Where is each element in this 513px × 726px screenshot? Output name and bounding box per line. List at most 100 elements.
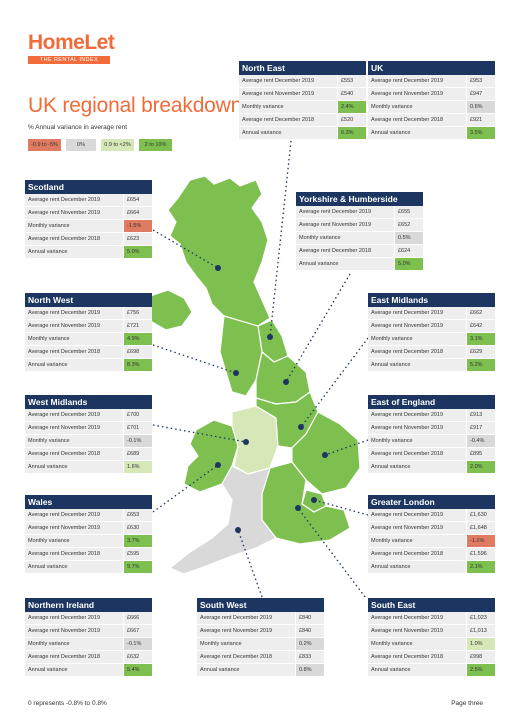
row-value: 2.5% bbox=[467, 664, 495, 676]
row-value: 0.8% bbox=[296, 664, 324, 676]
row-value: £662 bbox=[467, 307, 495, 319]
row-value: £540 bbox=[338, 88, 366, 100]
region-row-nov2019: Average rent November 2019 £630 bbox=[25, 522, 152, 535]
region-header: South East bbox=[368, 598, 495, 612]
row-label: Average rent December 2019 bbox=[25, 409, 123, 421]
row-label: Average rent November 2019 bbox=[25, 625, 123, 637]
row-value: 5.4% bbox=[124, 664, 152, 676]
region-header: East of England bbox=[368, 395, 495, 409]
row-label: Average rent December 2019 bbox=[296, 206, 394, 218]
row-value: £652 bbox=[395, 219, 423, 231]
row-value: £630 bbox=[124, 522, 152, 534]
region-row-monthly: Monthly variance 0.5% bbox=[296, 232, 423, 245]
region-row-annual: Annual variance 5.2% bbox=[368, 359, 495, 372]
row-label: Average rent November 2019 bbox=[368, 88, 466, 100]
map-region-west-midlands bbox=[231, 405, 279, 475]
region-row-dec2018: Average rent December 2018 £921 bbox=[368, 114, 495, 127]
row-value: £700 bbox=[124, 409, 152, 421]
region-row-monthly: Monthly variance -0.4% bbox=[368, 435, 495, 448]
region-north-west: North West Average rent December 2019 £756… bbox=[25, 293, 152, 372]
region-row-annual: Annual variance 2.1% bbox=[368, 561, 495, 574]
row-label: Average rent December 2019 bbox=[239, 75, 337, 87]
region-row-dec2018: Average rent December 2018 £623 bbox=[25, 233, 152, 246]
region-row-dec2018: Average rent December 2018 £698 bbox=[25, 346, 152, 359]
region-row-annual: Annual variance 5.0% bbox=[25, 246, 152, 259]
logo-home: Home bbox=[28, 31, 85, 54]
row-label: Monthly variance bbox=[25, 535, 123, 547]
row-value: 2.1% bbox=[467, 561, 495, 573]
row-label: Annual variance bbox=[25, 561, 123, 573]
row-value: £632 bbox=[124, 651, 152, 663]
page-number: Page three bbox=[451, 700, 483, 707]
row-label: Annual variance bbox=[25, 461, 123, 473]
row-value: 0.2% bbox=[296, 638, 324, 650]
row-label: Average rent December 2019 bbox=[25, 509, 123, 521]
row-value: £553 bbox=[338, 75, 366, 87]
row-value: £689 bbox=[124, 448, 152, 460]
region-greater-london: Greater London Average rent December 2019… bbox=[368, 495, 495, 574]
region-row-monthly: Monthly variance -1.5% bbox=[25, 220, 152, 233]
homelet-logo: HomeLet THE RENTAL INDEX bbox=[28, 31, 115, 64]
region-row-dec2018: Average rent December 2018 £629 bbox=[368, 346, 495, 359]
row-label: Average rent November 2019 bbox=[368, 320, 466, 332]
region-row-dec2019: Average rent December 2019 £653 bbox=[25, 509, 152, 522]
row-label: Average rent November 2019 bbox=[25, 522, 123, 534]
row-label: Annual variance bbox=[25, 246, 123, 258]
row-value: £595 bbox=[124, 548, 152, 560]
row-label: Average rent November 2019 bbox=[368, 625, 466, 637]
region-header: North East bbox=[239, 61, 366, 75]
row-value: 4.9% bbox=[124, 333, 152, 345]
legend-zero: 0% bbox=[66, 139, 96, 151]
row-label: Monthly variance bbox=[368, 535, 466, 547]
row-label: Monthly variance bbox=[197, 638, 295, 650]
region-row-dec2019: Average rent December 2019 £1,023 bbox=[368, 612, 495, 625]
row-label: Average rent December 2018 bbox=[368, 448, 466, 460]
region-row-dec2019: Average rent December 2019 £655 bbox=[296, 206, 423, 219]
region-row-monthly: Monthly variance 4.9% bbox=[25, 333, 152, 346]
region-header: Greater London bbox=[368, 495, 495, 509]
region-east-england: East of England Average rent December 201… bbox=[368, 395, 495, 474]
row-value: 8.3% bbox=[124, 359, 152, 371]
region-row-dec2019: Average rent December 2019 £700 bbox=[25, 409, 152, 422]
row-value: £1,596 bbox=[467, 548, 495, 560]
row-value: 2.0% bbox=[467, 461, 495, 473]
row-value: £623 bbox=[124, 233, 152, 245]
row-label: Average rent December 2018 bbox=[25, 346, 123, 358]
region-row-annual: Annual variance 9.7% bbox=[25, 561, 152, 574]
row-value: £895 bbox=[467, 448, 495, 460]
row-value: -1.1% bbox=[467, 535, 495, 547]
row-value: £629 bbox=[467, 346, 495, 358]
row-value: 1.0% bbox=[467, 638, 495, 650]
region-row-dec2019: Average rent December 2019 £840 bbox=[197, 612, 324, 625]
row-value: £998 bbox=[467, 651, 495, 663]
map-region-south-west bbox=[168, 465, 277, 575]
region-south-west: South West Average rent December 2019 £840… bbox=[197, 598, 324, 677]
row-label: Monthly variance bbox=[296, 232, 394, 244]
row-label: Average rent November 2019 bbox=[197, 625, 295, 637]
region-row-dec2019: Average rent December 2019 £756 bbox=[25, 307, 152, 320]
region-row-monthly: Monthly variance 3.7% bbox=[25, 535, 152, 548]
row-value: £721 bbox=[124, 320, 152, 332]
map-region-yorkshire bbox=[255, 350, 311, 405]
row-label: Average rent December 2018 bbox=[368, 548, 466, 560]
row-label: Average rent December 2018 bbox=[296, 245, 394, 257]
row-label: Average rent November 2019 bbox=[296, 219, 394, 231]
row-label: Annual variance bbox=[25, 359, 123, 371]
region-row-dec2018: Average rent December 2018 £1,596 bbox=[368, 548, 495, 561]
row-label: Average rent November 2019 bbox=[368, 422, 466, 434]
row-value: £1,630 bbox=[467, 509, 495, 521]
row-value: £921 bbox=[467, 114, 495, 126]
row-label: Monthly variance bbox=[368, 101, 466, 113]
row-value: £947 bbox=[467, 88, 495, 100]
row-value: £953 bbox=[467, 75, 495, 87]
region-row-monthly: Monthly variance 2.4% bbox=[239, 101, 366, 114]
region-south-east: South East Average rent December 2019 £1,0… bbox=[368, 598, 495, 677]
row-label: Average rent November 2019 bbox=[239, 88, 337, 100]
row-value: £701 bbox=[124, 422, 152, 434]
row-label: Annual variance bbox=[368, 561, 466, 573]
row-value: 3.1% bbox=[467, 333, 495, 345]
row-label: Annual variance bbox=[25, 664, 123, 676]
row-value: £666 bbox=[124, 612, 152, 624]
legend-negative: -0.9 to -5% bbox=[28, 139, 61, 151]
row-label: Average rent December 2018 bbox=[368, 346, 466, 358]
